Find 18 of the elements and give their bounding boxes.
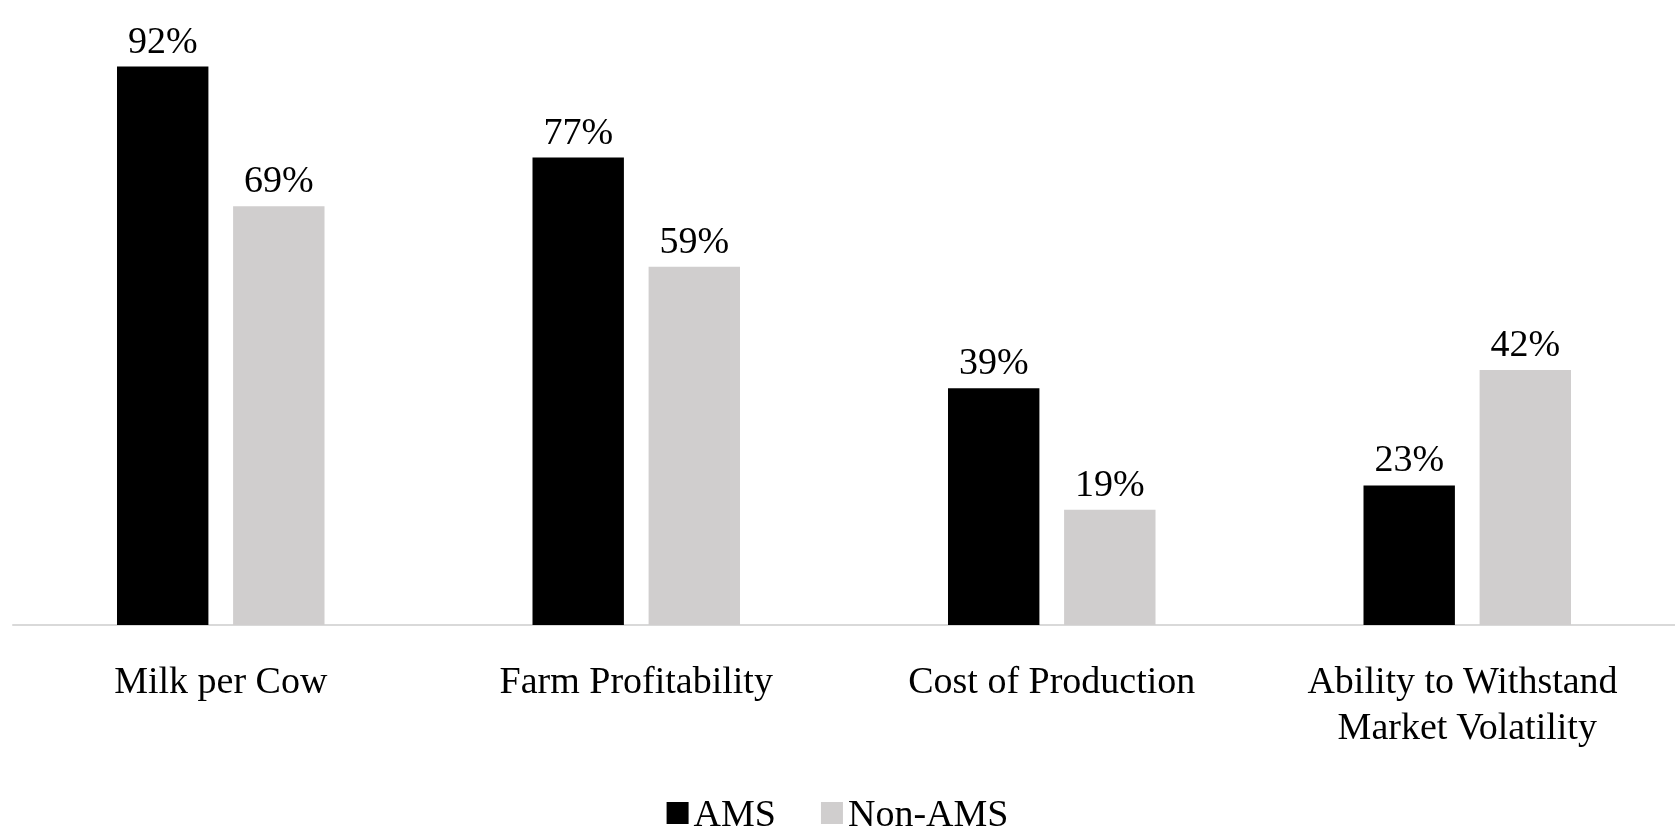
- x-tick-label: Farm Profitability: [499, 659, 773, 701]
- data-label: 59%: [659, 218, 730, 261]
- data-label: 42%: [1490, 322, 1561, 365]
- x-tick-label: Milk per Cow: [114, 659, 328, 701]
- data-label: 23%: [1374, 437, 1445, 480]
- x-tick-label: Ability to Withstand Market Volatility: [1307, 659, 1628, 747]
- bar: [948, 388, 1040, 625]
- data-label: 92%: [127, 18, 198, 61]
- bar: [1363, 485, 1455, 625]
- data-label: 19%: [1074, 461, 1145, 504]
- x-tick-label: Cost of Production: [908, 659, 1196, 701]
- data-label: 77%: [543, 109, 614, 152]
- data-label: 39%: [958, 340, 1029, 383]
- bar: [532, 157, 624, 625]
- data-label: 69%: [243, 158, 314, 201]
- bar: [117, 66, 209, 625]
- legend-label: Non-AMS: [847, 792, 1009, 834]
- legend-label: AMS: [693, 792, 776, 834]
